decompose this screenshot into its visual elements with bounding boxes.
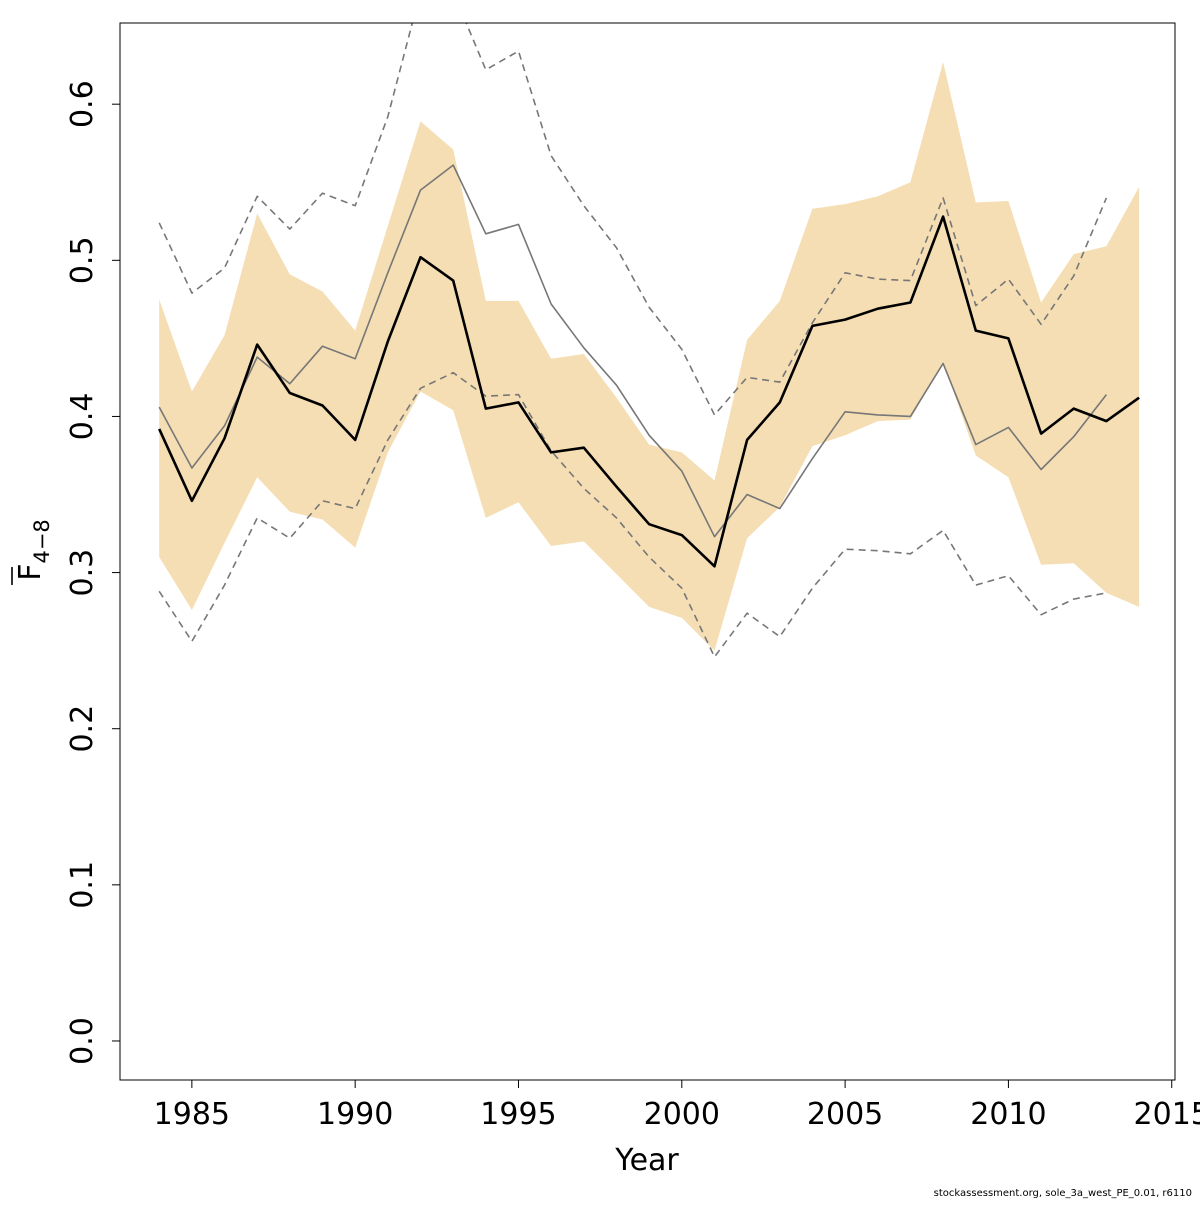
x-tick-label: 1985 [154, 1097, 230, 1132]
y-tick-label: 0.1 [65, 861, 100, 909]
y-tick-label: 0.4 [65, 393, 100, 441]
y-tick-label: 0.0 [65, 1017, 100, 1065]
x-axis-title: Year [614, 1143, 679, 1178]
series-line-3 [158, 23, 1108, 416]
series-line-4 [158, 371, 1107, 658]
x-tick-label: 1995 [480, 1097, 556, 1132]
y-tick-label: 0.3 [65, 549, 100, 597]
y-axis-title-subscript: 4−8 [30, 519, 54, 563]
svg-text:F4−8: F4−8 [13, 519, 54, 581]
x-tick-label: 2005 [807, 1097, 883, 1132]
axes: 1985 1990 1995 2000 2005 2010 2015 0.0 0.1 0.2 0.3… [65, 80, 1200, 1132]
footer-note: stockassessment.org, sole_3a_west_PE_0.0… [933, 1188, 1192, 1199]
x-tick-label: 1990 [317, 1097, 393, 1132]
x-tick-label: 2015 [1134, 1097, 1200, 1132]
confidence-band [159, 62, 1140, 651]
y-axis-title-main: F [13, 564, 48, 581]
y-axis-title: F4−8 [11, 519, 54, 585]
y-tick-label: 0.2 [65, 705, 100, 753]
y-tick-label: 0.6 [65, 80, 100, 128]
x-tick-label: 2010 [970, 1097, 1046, 1132]
series-line-2 [158, 164, 1108, 538]
series-line-1 [158, 215, 1140, 568]
x-tick-label: 2000 [644, 1097, 720, 1132]
plot-area [158, 23, 1140, 658]
y-tick-label: 0.5 [65, 236, 100, 284]
